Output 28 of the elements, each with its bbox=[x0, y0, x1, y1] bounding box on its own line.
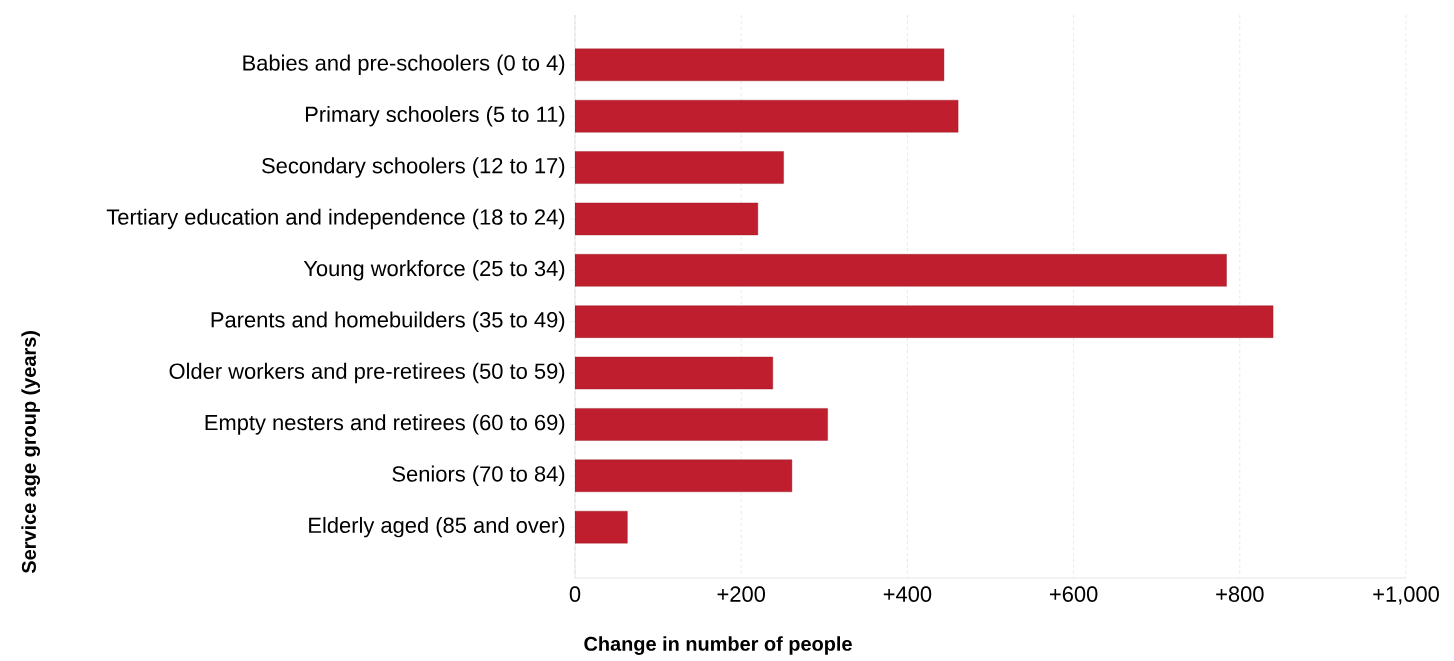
y-tick-label: Young workforce (25 to 34) bbox=[303, 260, 565, 281]
y-tick-label: Secondary schoolers (12 to 17) bbox=[262, 157, 565, 178]
bar bbox=[575, 254, 1227, 287]
bar bbox=[575, 305, 1274, 338]
y-tick-label: Seniors (70 to 84) bbox=[392, 465, 565, 486]
y-tick-label: Elderly aged (85 and over) bbox=[309, 516, 565, 538]
y-tick-label: Older workers and pre-retirees (50 to 59) bbox=[169, 362, 565, 384]
y-tick-label: Babies and pre-schoolers (0 to 4) bbox=[243, 54, 565, 76]
bar bbox=[575, 408, 828, 441]
x-tick-label: 0 bbox=[569, 586, 581, 602]
y-tick-label: Primary schoolers (5 to 11) bbox=[305, 105, 565, 127]
bar bbox=[575, 202, 759, 236]
x-tick-label: +1,000 bbox=[1373, 586, 1439, 605]
y-tick-label: Parents and homebuilders (35 to 49) bbox=[211, 311, 565, 332]
bar bbox=[575, 356, 773, 390]
x-tick-label: +400 bbox=[883, 586, 932, 602]
x-tick-label: +800 bbox=[1216, 586, 1264, 602]
x-axis-title: Change in number of people bbox=[584, 636, 852, 655]
bar bbox=[575, 459, 793, 492]
bar bbox=[575, 151, 784, 184]
x-tick-label: +200 bbox=[717, 586, 766, 602]
y-axis-title: Service age group (years) bbox=[21, 331, 41, 574]
y-tick-label: Empty nesters and retirees (60 to 69) bbox=[205, 414, 565, 435]
bar bbox=[575, 510, 628, 544]
y-tick-label: Tertiary education and independence (18 to 24) bbox=[106, 208, 565, 230]
x-tick-label: +600 bbox=[1050, 586, 1098, 602]
bar bbox=[575, 100, 959, 133]
bar bbox=[575, 48, 945, 82]
